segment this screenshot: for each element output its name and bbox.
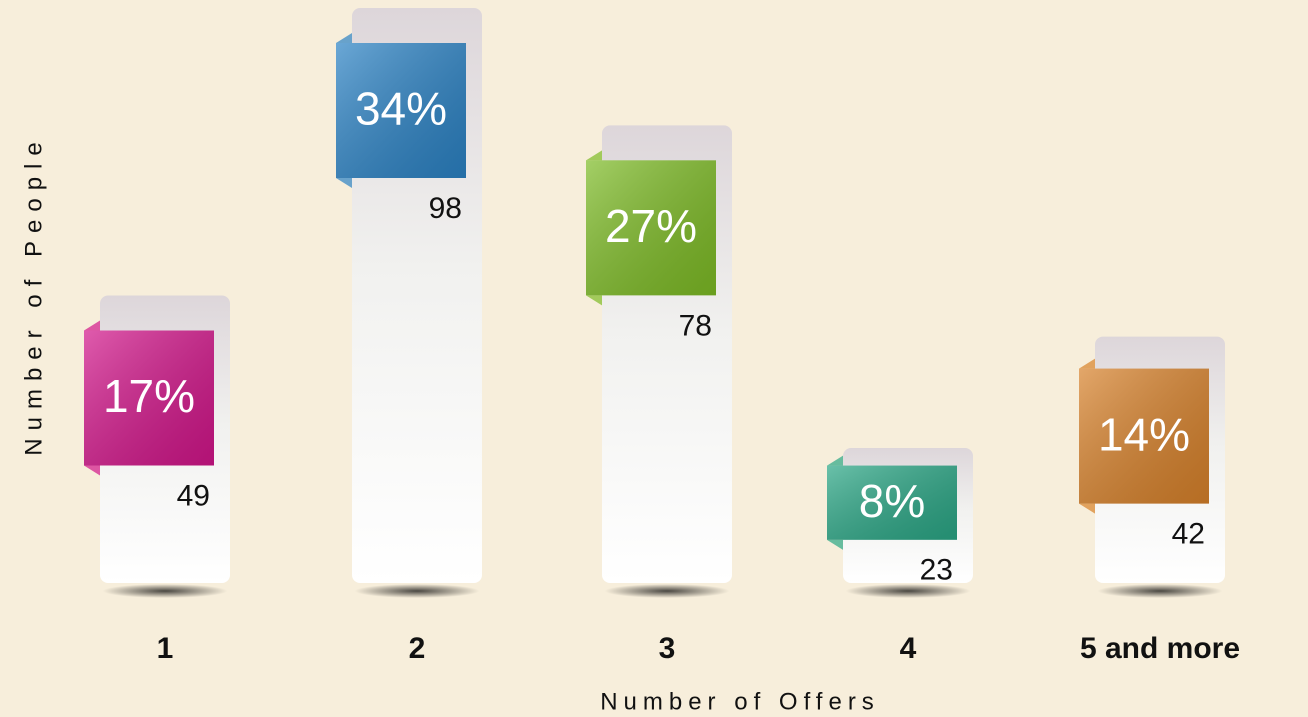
bar-shadow: [845, 584, 971, 598]
tag-shine: [827, 465, 957, 540]
tag-shine: [586, 160, 716, 296]
tag-shine: [84, 330, 214, 466]
value-label: 78: [679, 309, 712, 342]
tag-shine: [336, 43, 466, 178]
tag-fold: [827, 455, 843, 550]
bar-shadow: [102, 584, 228, 598]
x-axis-label: Number of Offers: [600, 688, 880, 715]
value-label: 23: [920, 554, 953, 587]
x-tick-label: 5 and more: [1080, 632, 1240, 665]
tag-shine: [1079, 368, 1209, 504]
percent-label: 27%: [605, 200, 697, 252]
percent-label: 14%: [1098, 408, 1190, 460]
percent-label: 8%: [859, 475, 925, 527]
bar-shadow: [354, 584, 480, 598]
x-tick-label: 2: [409, 632, 426, 665]
bar-shadow: [604, 584, 730, 598]
percent-label: 17%: [103, 370, 195, 422]
value-label: 49: [177, 479, 210, 512]
x-tick-label: 3: [659, 632, 676, 665]
percent-label: 34%: [355, 83, 447, 135]
value-label: 98: [429, 192, 462, 225]
x-tick-label: 1: [157, 632, 174, 665]
y-axis-label: Number of People: [20, 134, 47, 455]
value-label: 42: [1172, 518, 1205, 551]
bar-shadow: [1097, 584, 1223, 598]
x-tick-label: 4: [900, 632, 917, 665]
